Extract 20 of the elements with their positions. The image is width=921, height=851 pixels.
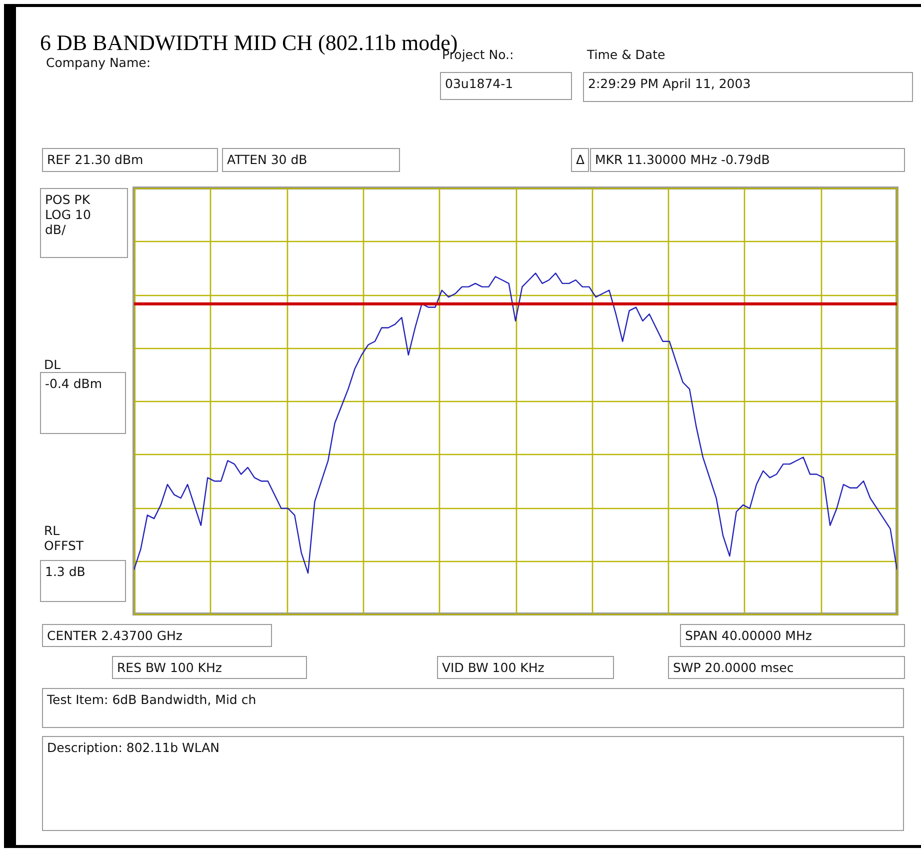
text: SPAN 40.00000 MHz (680, 624, 905, 647)
text: RL OFFST (43, 522, 85, 555)
text: 2:29:29 PM April 11, 2003 (583, 72, 913, 102)
text: Company Name: (45, 54, 152, 72)
text: 03u1874-1 (440, 72, 572, 100)
text: Time & Date (586, 46, 666, 64)
text: RES BW 100 KHz (112, 656, 307, 679)
text: Test Item: 6dB Bandwidth, Mid ch (42, 688, 904, 728)
text: -0.4 dBm (40, 372, 126, 434)
text: VID BW 100 KHz (437, 656, 614, 679)
text: POS PK LOG 10 dB/ (40, 188, 128, 258)
text: REF 21.30 dBm (42, 148, 218, 172)
text: Δ (571, 148, 589, 172)
text: CENTER 2.43700 GHz (42, 624, 272, 647)
text: SWP 20.0000 msec (668, 656, 905, 679)
text: 1.3 dB (40, 560, 126, 602)
text: DL (43, 356, 62, 374)
text: MKR 11.30000 MHz -0.79dB (590, 148, 905, 172)
text: ATTEN 30 dB (222, 148, 400, 172)
text: Description: 802.11b WLAN (42, 736, 904, 831)
